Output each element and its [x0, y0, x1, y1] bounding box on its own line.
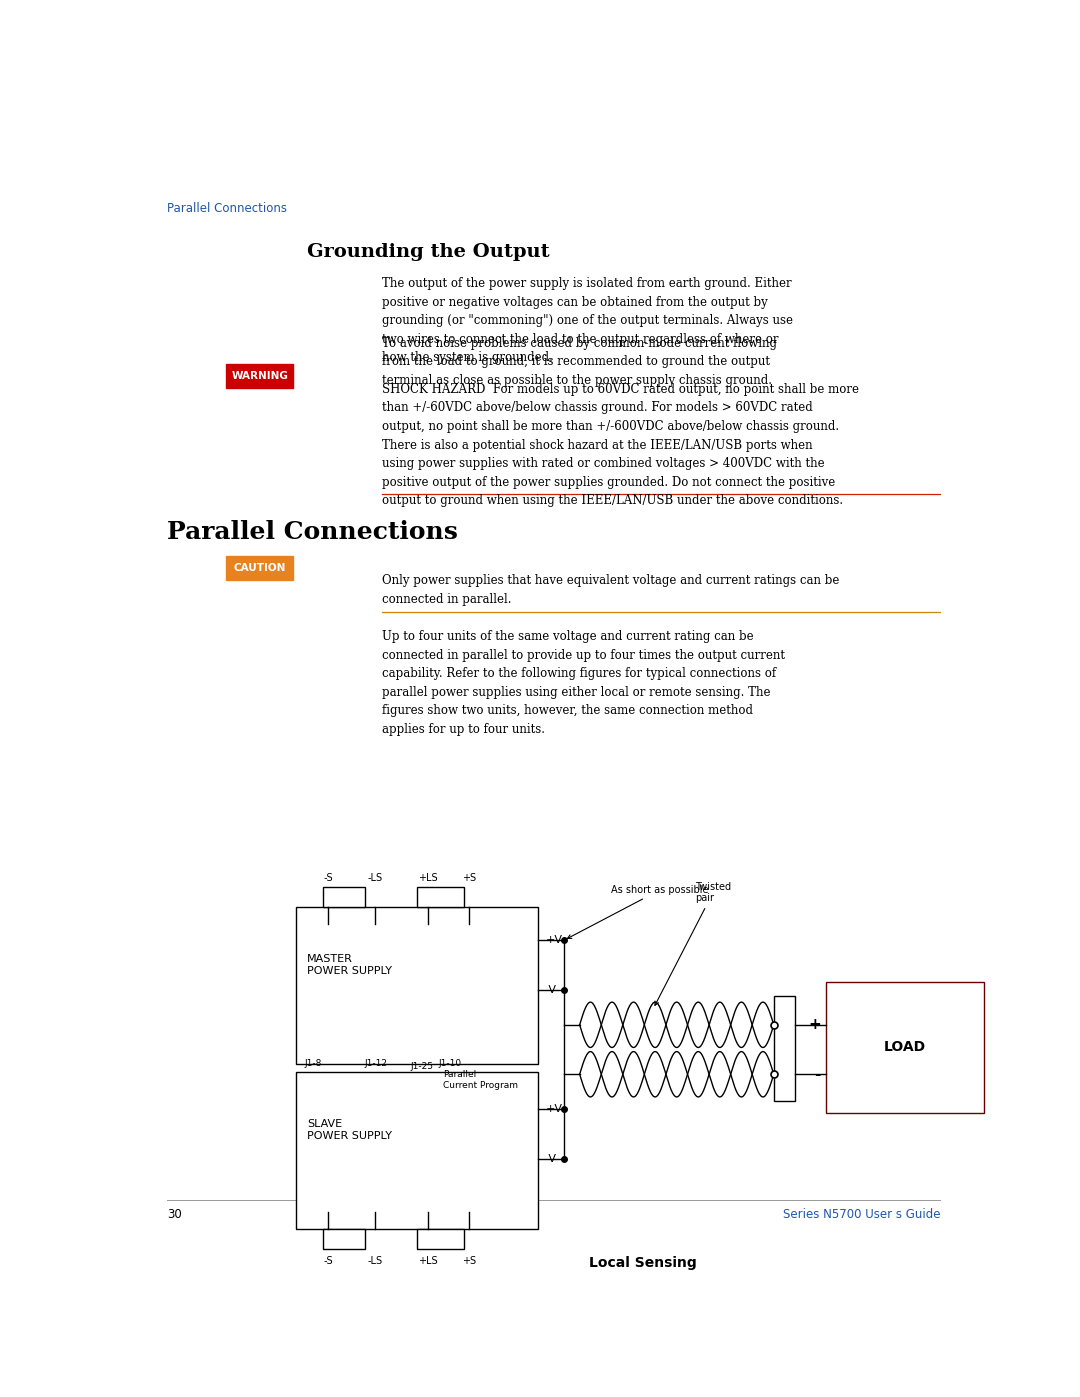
Text: J1-12: J1-12	[365, 1059, 388, 1069]
Text: SHOCK HAZARD  For models up to 60VDC rated output, no point shall be more
than +: SHOCK HAZARD For models up to 60VDC rate…	[382, 383, 859, 433]
Text: WARNING: WARNING	[231, 372, 288, 381]
Bar	[773, 996, 795, 1101]
Bar	[296, 908, 538, 1065]
Text: +V: +V	[545, 936, 563, 946]
Bar	[323, 1229, 365, 1249]
Bar	[296, 1073, 538, 1229]
Text: J1-8: J1-8	[305, 1059, 322, 1069]
Text: MASTER
POWER SUPPLY: MASTER POWER SUPPLY	[307, 954, 392, 977]
Text: Up to four units of the same voltage and current rating can be
connected in para: Up to four units of the same voltage and…	[382, 630, 785, 736]
Text: As short as possible: As short as possible	[567, 884, 708, 939]
Text: +LS: +LS	[418, 1256, 437, 1266]
Text: -V: -V	[545, 985, 556, 995]
Text: Only power supplies that have equivalent voltage and current ratings can be
conn: Only power supplies that have equivalent…	[382, 574, 839, 606]
Text: -S: -S	[323, 873, 333, 883]
Text: The output of the power supply is isolated from earth ground. Either
positive or: The output of the power supply is isolat…	[382, 278, 793, 365]
Text: J1-25: J1-25	[410, 1062, 434, 1071]
Text: LOAD: LOAD	[883, 1041, 926, 1055]
Text: +: +	[808, 1017, 821, 1032]
Text: +V: +V	[545, 1104, 563, 1115]
Text: -S: -S	[323, 1256, 333, 1266]
Text: -LS: -LS	[367, 1256, 382, 1266]
Text: Local Sensing: Local Sensing	[589, 1256, 697, 1270]
Text: Parallel
Current Program: Parallel Current Program	[443, 1070, 518, 1090]
Text: SLAVE
POWER SUPPLY: SLAVE POWER SUPPLY	[307, 1119, 392, 1141]
Text: J1-10: J1-10	[438, 1059, 461, 1069]
Text: -: -	[814, 1067, 821, 1081]
Text: -V: -V	[545, 1154, 556, 1164]
Text: Parallel Connections: Parallel Connections	[166, 521, 458, 545]
Text: Twisted
pair: Twisted pair	[654, 882, 731, 1006]
Text: Parallel Connections: Parallel Connections	[166, 203, 287, 215]
FancyBboxPatch shape	[226, 556, 293, 580]
Bar	[826, 982, 984, 1113]
Bar	[417, 1229, 464, 1249]
Bar	[323, 887, 365, 908]
Bar	[417, 887, 464, 908]
Text: To avoid noise problems caused by common-mode current flowing
from the load to g: To avoid noise problems caused by common…	[382, 337, 777, 387]
Text: There is also a potential shock hazard at the IEEE/LAN/USB ports when
using powe: There is also a potential shock hazard a…	[382, 439, 843, 507]
Text: 30: 30	[166, 1208, 181, 1221]
FancyBboxPatch shape	[226, 365, 293, 388]
Text: +LS: +LS	[418, 873, 437, 883]
Text: CAUTION: CAUTION	[233, 563, 286, 573]
Text: +S: +S	[462, 1256, 476, 1266]
Text: Grounding the Output: Grounding the Output	[307, 243, 550, 261]
Text: -LS: -LS	[367, 873, 382, 883]
Text: Series N5700 User s Guide: Series N5700 User s Guide	[783, 1208, 941, 1221]
Text: +S: +S	[462, 873, 476, 883]
